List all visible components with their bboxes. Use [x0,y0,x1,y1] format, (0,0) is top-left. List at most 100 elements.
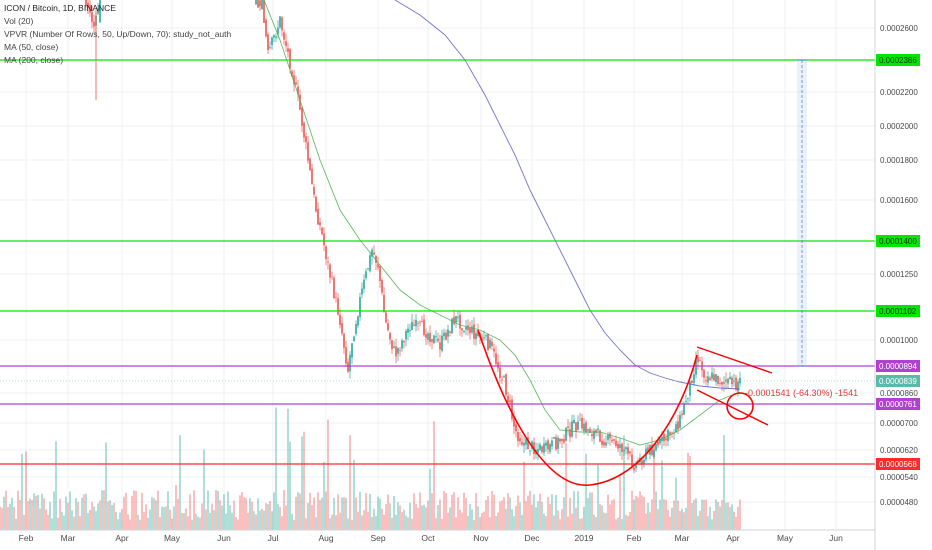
volume-bar [337,494,339,530]
volume-bar [171,518,173,530]
level-tag[interactable] [876,458,920,470]
candle-body [607,434,609,440]
current-price-tag[interactable] [876,375,920,387]
volume-bar [619,476,621,530]
candle-body [617,443,619,449]
candle-body [407,328,409,333]
candle-body [717,375,719,384]
volume-bar [149,509,151,530]
candle-body [529,450,531,452]
volume-bar [75,498,77,530]
candle-body [679,415,681,428]
volume-bar [457,497,459,530]
volume-bar [625,514,627,530]
candle-body [511,399,513,419]
candle-body [319,222,321,226]
candle-body [733,380,735,382]
candle-body [559,438,561,442]
volume-bar [711,519,713,530]
cup-curve[interactable] [477,329,698,486]
candle-body [591,434,593,437]
chart-title[interactable]: ICON / Bitcoin, 1D, BINANCE [4,3,116,13]
candle-body [545,442,547,446]
volume-bar [69,491,71,530]
x-tick-label: Mar [675,533,690,543]
pattern-drawings[interactable]: -0.0001541 (-64.30%) -1541 [477,59,858,486]
volume-bar [179,435,181,530]
volume-bar [521,514,523,530]
volume-bar [627,515,629,530]
level-tag[interactable] [876,360,920,372]
volume-bar [629,511,631,530]
candle-body [643,459,645,464]
volume-bar [667,509,669,530]
volume-bar [17,490,19,530]
candle-body [611,439,613,442]
volume-bar [411,518,413,530]
volume-bar [695,498,697,530]
indicator-vpvr[interactable]: VPVR (Number Of Rows, 50, Up/Down, 70): … [4,29,232,39]
level-tag[interactable] [876,235,920,247]
volume-bar [519,502,521,530]
indicator-ma50[interactable]: MA (50, close) [4,42,59,52]
flag-lower-line[interactable] [696,389,769,426]
level-tag-label: 0.0002386 [879,56,917,65]
candle-body [685,400,687,402]
candle-body [97,8,99,14]
volume-bar [201,503,203,530]
volume-bar [97,503,99,530]
volume-bar [139,519,141,530]
level-tag[interactable] [876,398,920,410]
volume-bar [111,504,113,530]
indicator-ma200[interactable]: MA (200, close) [4,55,64,65]
x-axis[interactable]: Feb Mar Apr May Jun Jul Aug Sep Oct Nov Dec 2019 Feb… [0,529,875,543]
volume-bar [233,500,235,530]
candle-body [261,0,263,10]
volume-bar [121,509,123,530]
candle-body [493,348,495,352]
candle-body [485,335,487,337]
volume-bar [673,500,675,530]
candle-body [505,374,507,395]
candle-body [313,186,315,195]
candle-body [325,246,327,260]
volume-bar [491,490,493,530]
flag-upper-line[interactable] [696,346,773,374]
volume-bar [107,501,109,530]
volume-bar [385,504,387,530]
candle-body [723,382,725,384]
candle-body [327,261,329,263]
candle-body [577,421,579,430]
volume-bar [449,507,451,530]
volume-bar [305,518,307,530]
candle-body [371,249,373,257]
candle-body [557,437,559,449]
volume-bar [515,505,517,530]
volume-bar [345,498,347,530]
volume-bar [605,513,607,530]
volume-bar [591,492,593,530]
volume-bar [295,496,297,530]
candle-body [333,277,335,299]
volume-bar [407,517,409,530]
candle-body [359,297,361,318]
level-tag[interactable] [876,54,920,66]
volume-bar [93,506,95,530]
volume-bar [437,505,439,530]
candle-body [293,75,295,85]
breakout-circle[interactable] [726,392,754,420]
horizontal-levels[interactable]: 0.0002386 0.0001400 0.0001102 0.0000894 0.00… [0,54,920,470]
volume-bar [639,491,641,530]
volume-bar [0,506,1,530]
volume-bar [309,492,311,530]
candle-body [705,379,707,382]
level-tag[interactable] [876,305,920,317]
indicator-vol[interactable]: Vol (20) [4,16,34,26]
y-axis[interactable]: 0.0002600 0.0002200 0.0002000 0.0001800 0.00… [874,0,918,550]
candle-body [381,280,383,293]
volume-bar [497,512,499,530]
candle-body [433,335,435,344]
candle-body [269,46,271,48]
